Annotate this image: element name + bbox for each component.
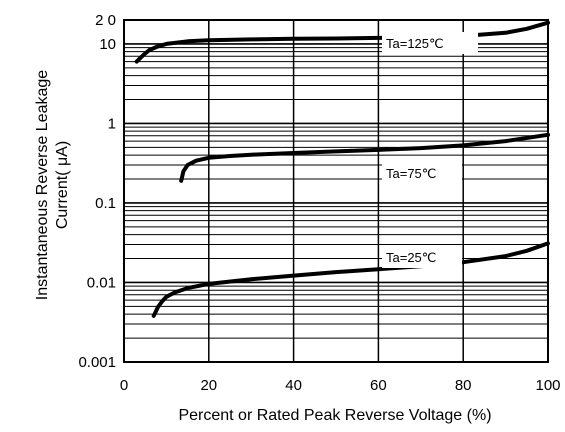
- y-tick-labels: 0.001 0.01 0.1 1 10 2 0: [78, 12, 116, 371]
- x-tick-label: 0: [120, 377, 128, 394]
- curve-labels: Ta=125℃ Ta=75℃ Ta=25℃: [382, 32, 478, 268]
- y-tick-label: 0.01: [87, 274, 116, 291]
- x-tick-labels: 0 20 40 60 80 100: [120, 377, 561, 394]
- curve-label-bg: [382, 32, 478, 54]
- series-line-3: [151, 241, 550, 318]
- x-axis-label: Percent or Rated Peak Reverse Voltage (%…: [178, 407, 491, 424]
- plot-frame: [123, 19, 549, 363]
- x-tick-label: 80: [455, 377, 472, 394]
- y-tick-label: 2 0: [95, 12, 116, 29]
- curve-label-1: Ta=125℃: [386, 36, 444, 51]
- curve-label-3: Ta=25℃: [386, 250, 436, 265]
- y-tick-label: 10: [99, 36, 116, 53]
- x-tick-label: 60: [370, 377, 387, 394]
- curve-label-2: Ta=75℃: [386, 166, 436, 181]
- x-tick-label: 40: [285, 377, 302, 394]
- y-tick-label: 1: [108, 115, 116, 132]
- series-line-2: [179, 132, 550, 183]
- curve-label-bg: [382, 246, 462, 268]
- curve-label-bg: [382, 162, 462, 184]
- y-tick-label: 0.001: [78, 354, 116, 371]
- y-axis-label-line2: Current( μA): [54, 141, 71, 229]
- y-tick-label: 0.1: [95, 195, 116, 212]
- x-tick-label: 100: [535, 377, 560, 394]
- x-tick-label: 20: [200, 377, 217, 394]
- y-axis-label-line1: Instantaneous Reverse Leakage: [34, 70, 51, 300]
